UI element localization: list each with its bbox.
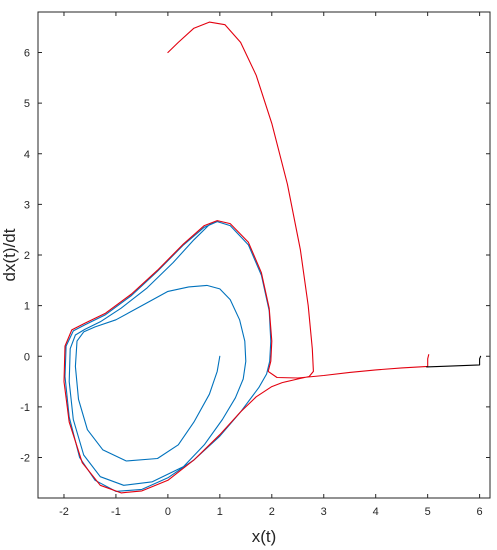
y-tick-label: -2 <box>20 453 30 465</box>
x-tick-label: 6 <box>477 506 483 518</box>
x-tick-label: 1 <box>217 506 223 518</box>
x-tick-label: 3 <box>321 506 327 518</box>
series-layer <box>63 21 482 494</box>
y-tick-label: 4 <box>24 149 30 161</box>
x-axis-title: x(t) <box>252 527 277 546</box>
y-tick-label: 0 <box>24 351 30 363</box>
x-tick-label: -1 <box>111 506 121 518</box>
y-tick-label: -1 <box>20 402 30 414</box>
series-line-3 <box>426 355 482 368</box>
x-tick-label: 0 <box>165 506 171 518</box>
y-tick-label: 6 <box>24 48 30 60</box>
x-tick-label: 2 <box>269 506 275 518</box>
series-line-2 <box>63 21 430 494</box>
y-tick-label: 3 <box>24 199 30 211</box>
series-line-1 <box>64 221 272 492</box>
y-tick-label: 5 <box>24 98 30 110</box>
plot-area-frame <box>37 11 491 499</box>
y-axis-title: dx(t)/dt <box>0 228 19 281</box>
tick-layer: -2 -1 0 1 2 3 4 5 6 -2 -1 0 1 2 3 4 5 6 <box>20 12 490 518</box>
x-tick-label: -2 <box>59 506 69 518</box>
x-tick-label: 4 <box>373 506 379 518</box>
y-tick-label: 1 <box>24 301 30 313</box>
y-tick-label: 2 <box>24 250 30 262</box>
x-tick-label: 5 <box>425 506 431 518</box>
